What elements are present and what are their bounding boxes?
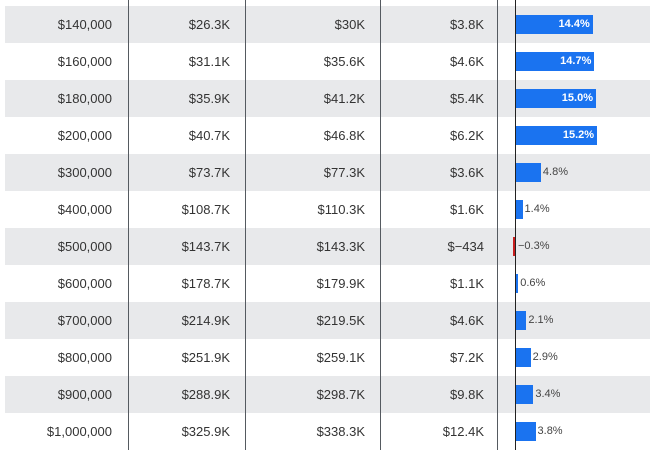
table-cell-c2: $143.3K	[316, 239, 365, 254]
table-cell-c1: $214.9K	[181, 313, 230, 328]
table-cell-c1: $325.9K	[181, 424, 230, 439]
table-cell-c2: $259.1K	[316, 350, 365, 365]
column-divider	[380, 0, 381, 450]
table-cell-c3: $5.4K	[450, 91, 484, 106]
column-divider	[497, 0, 498, 450]
table-row: $200,000 $40.7K $46.8K $6.2K 15.2%	[5, 117, 650, 154]
table-cell-c0: $140,000	[57, 17, 112, 32]
table-row: $300,000 $73.7K $77.3K $3.6K 4.8%	[5, 154, 650, 191]
table-cell-c0: $900,000	[57, 387, 112, 402]
table-cell-c2: $110.3K	[317, 202, 365, 217]
table-cell-c1: $73.7K	[188, 165, 230, 180]
table-cell-c1: $31.1K	[188, 54, 230, 69]
table-row: $140,000 $26.3K $30K $3.8K 14.4%	[5, 6, 650, 43]
table-cell-c0: $700,000	[57, 313, 112, 328]
table-cell-c0: $160,000	[57, 54, 112, 69]
table-cell-c1: $178.7K	[181, 276, 230, 291]
column-divider	[245, 0, 246, 450]
percent-bar-label: 1.4%	[524, 203, 550, 215]
percent-bar	[515, 126, 598, 145]
table-cell-c0: $400,000	[57, 202, 112, 217]
table-cell-c0: $1,000,000	[46, 424, 112, 439]
percent-bar-label: 14.7%	[560, 55, 592, 67]
table-cell-c0: $600,000	[57, 276, 112, 291]
table-cell-c1: $143.7K	[181, 239, 230, 254]
table-cell-c3: $4.6K	[450, 313, 484, 328]
table-cell-c2: $298.7K	[316, 387, 365, 402]
table-row: $800,000 $251.9K $259.1K $7.2K 2.9%	[5, 339, 650, 376]
table-row: $700,000 $214.9K $219.5K $4.6K 2.1%	[5, 302, 650, 339]
percent-bar	[515, 15, 593, 34]
percent-bar-label: 3.8%	[537, 425, 563, 437]
table-cell-c0: $800,000	[57, 350, 112, 365]
table-row: $180,000 $35.9K $41.2K $5.4K 15.0%	[5, 80, 650, 117]
table-row: $400,000 $108.7K $110.3K $1.6K 1.4%	[5, 191, 650, 228]
table-row: $160,000 $31.1K $35.6K $4.6K 14.7%	[5, 43, 650, 80]
percent-bar-label: 15.0%	[561, 92, 593, 104]
table-cell-c2: $46.8K	[323, 128, 365, 143]
percent-bar	[515, 422, 536, 441]
percent-bar	[513, 237, 515, 256]
bar-zero-axis	[515, 0, 516, 450]
table-cell-c2: $77.3K	[323, 165, 365, 180]
table-cell-c1: $26.3K	[188, 17, 230, 32]
table-row: $1,000,000 $325.9K $338.3K $12.4K 3.8%	[5, 413, 650, 450]
table-cell-c3: $9.8K	[450, 387, 484, 402]
table-cell-c3: $6.2K	[450, 128, 484, 143]
percent-bar-label: 14.4%	[558, 18, 590, 30]
table-cell-c0: $500,000	[57, 239, 112, 254]
table-cell-c1: $35.9K	[188, 91, 230, 106]
table-cell-c2: $338.3K	[316, 424, 365, 439]
table-cell-c2: $219.5K	[316, 313, 365, 328]
percent-bar	[515, 200, 523, 219]
percent-bar-label: 3.4%	[535, 388, 561, 400]
table-cell-c1: $288.9K	[181, 387, 230, 402]
percent-bar	[515, 385, 534, 404]
table-cell-c2: $179.9K	[316, 276, 365, 291]
percent-bar	[515, 311, 527, 330]
table-cell-c1: $40.7K	[188, 128, 230, 143]
table-cell-c1: $108.7K	[181, 202, 230, 217]
table-cell-c3: $3.6K	[450, 165, 484, 180]
percent-bar-label: 2.1%	[528, 314, 554, 326]
table-cell-c3: $1.6K	[450, 202, 484, 217]
table-row: $500,000 $143.7K $143.3K $−434 −0.3%	[5, 228, 650, 265]
table-cell-c0: $180,000	[57, 91, 112, 106]
table-cell-c3: $−434	[447, 239, 484, 254]
percent-bar-label: 15.2%	[562, 129, 595, 141]
table-cell-c2: $35.6K	[323, 54, 365, 69]
table-cell-c2: $41.2K	[323, 91, 365, 106]
table-cell-c1: $251.9K	[181, 350, 230, 365]
table-cell-c2: $30K	[334, 17, 365, 32]
percent-bar-label: −0.3%	[518, 240, 550, 252]
table-cell-c3: $12.4K	[442, 424, 484, 439]
column-divider	[128, 0, 129, 450]
table-cell-c3: $1.1K	[450, 276, 484, 291]
table-row: $600,000 $178.7K $179.9K $1.1K 0.6%	[5, 265, 650, 302]
table-cell-c0: $300,000	[57, 165, 112, 180]
percent-bar	[515, 52, 595, 71]
table-row: $900,000 $288.9K $298.7K $9.8K 3.4%	[5, 376, 650, 413]
percent-bar	[515, 348, 531, 367]
percent-bar	[515, 163, 541, 182]
table-cell-c3: $3.8K	[450, 17, 484, 32]
table-cell-c0: $200,000	[57, 128, 112, 143]
percent-bar-label: 0.6%	[520, 277, 546, 289]
table-cell-c3: $4.6K	[450, 54, 484, 69]
percent-bar	[515, 89, 596, 108]
percent-bar-label: 2.9%	[532, 351, 558, 363]
percent-bar	[515, 274, 519, 293]
percent-bar-label: 4.8%	[542, 166, 568, 178]
table-cell-c3: $7.2K	[450, 350, 484, 365]
